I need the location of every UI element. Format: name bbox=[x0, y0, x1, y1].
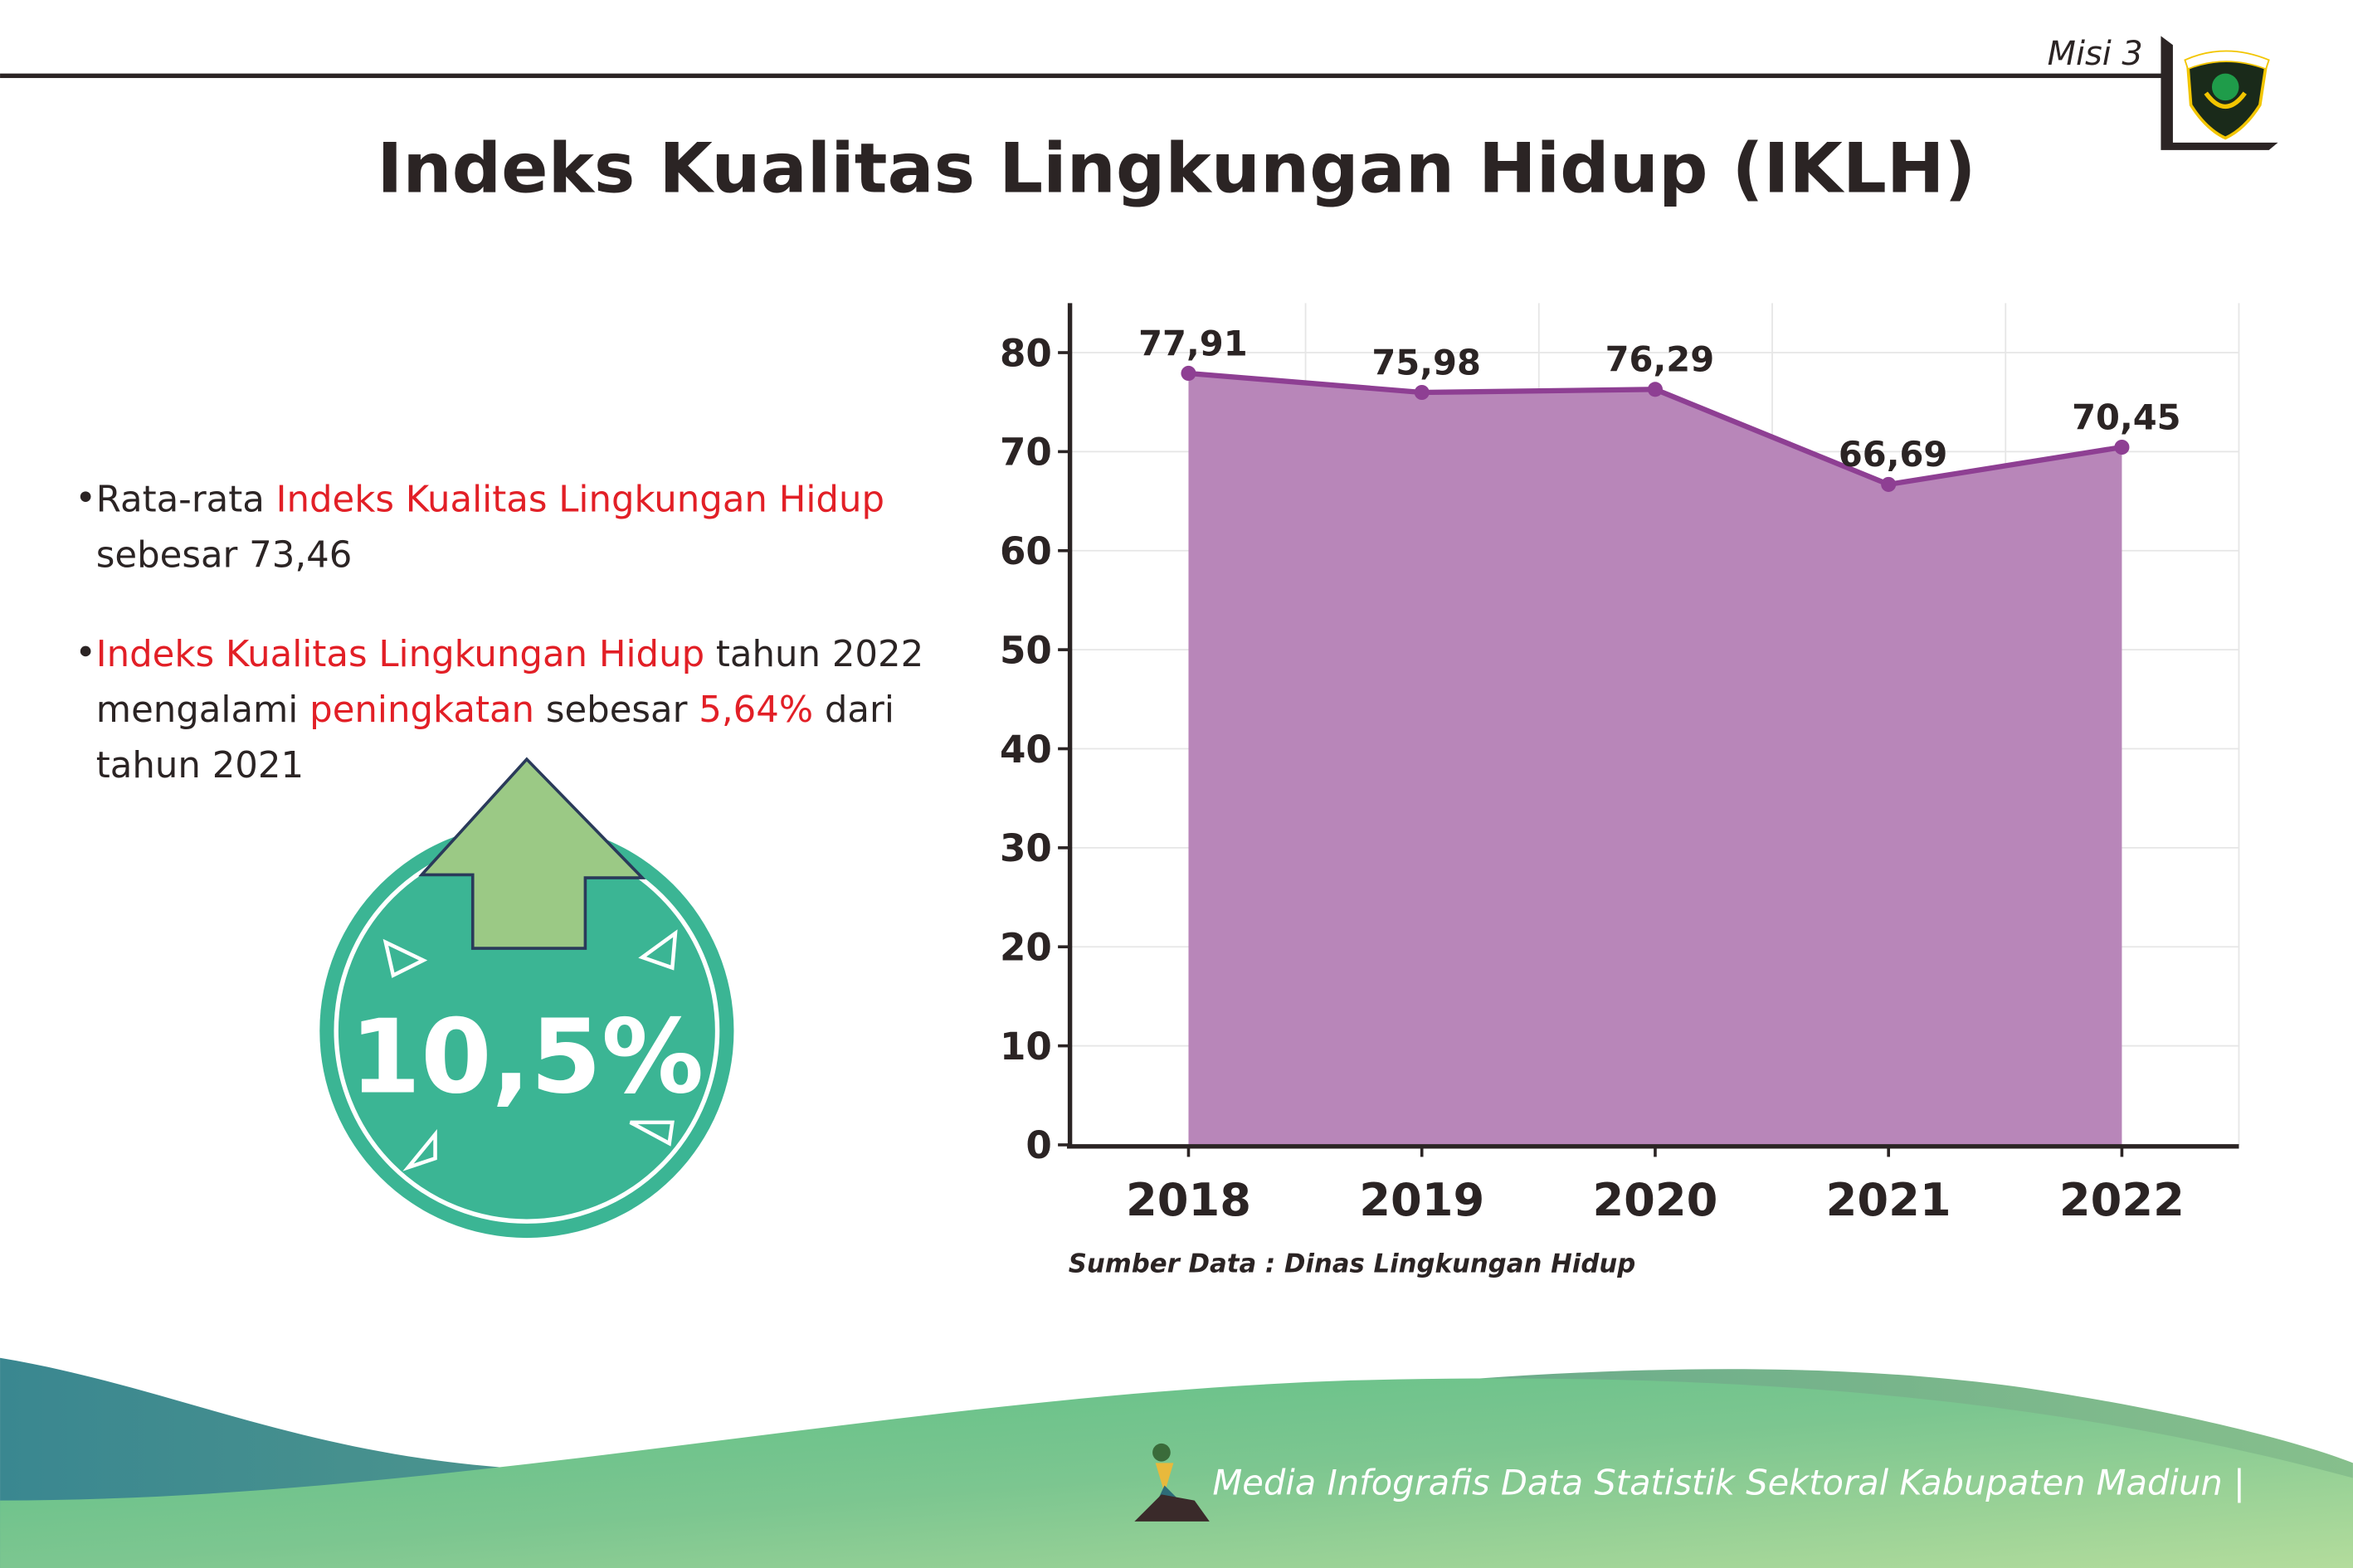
bullet-dot bbox=[80, 491, 91, 502]
badge-value: 10,5% bbox=[350, 999, 704, 1118]
page-title: Indeks Kualitas Lingkungan Hidup (IKLH) bbox=[377, 129, 1975, 209]
y-tick-label: 20 bbox=[1000, 926, 1052, 970]
y-tick-label: 0 bbox=[1025, 1123, 1051, 1167]
bullet-2-line-1: Indeks Kualitas Lingkungan Hidup tahun 2… bbox=[96, 634, 923, 675]
x-tick-label: 2021 bbox=[1826, 1174, 1951, 1226]
data-point bbox=[1181, 365, 1196, 382]
y-tick-label: 30 bbox=[1000, 826, 1052, 870]
sparkle-icon bbox=[629, 1120, 675, 1147]
y-tick-label: 10 bbox=[1000, 1025, 1052, 1069]
footer-text: Media Infografis Data Statistik Sektoral… bbox=[1212, 1462, 2245, 1502]
header-rule bbox=[0, 73, 2165, 79]
sparkle-icon bbox=[382, 938, 428, 978]
y-tick-label: 70 bbox=[1000, 431, 1052, 475]
x-tick-label: 2018 bbox=[1126, 1174, 1251, 1226]
data-point bbox=[2114, 439, 2130, 455]
bullet-1-line-2: sebesar 73,46 bbox=[96, 535, 353, 577]
sparkle-icon bbox=[402, 1128, 437, 1171]
x-tick-label: 2019 bbox=[1359, 1174, 1484, 1226]
data-point bbox=[1881, 476, 1897, 492]
mission-label: Misi 3 bbox=[2048, 35, 2143, 73]
footer: Media Infografis Data Statistik Sektoral… bbox=[0, 1357, 2353, 1568]
data-label: 77,91 bbox=[1138, 323, 1248, 363]
up-arrow-icon bbox=[418, 757, 646, 950]
data-label: 66,69 bbox=[1839, 434, 1948, 475]
y-tick-label: 60 bbox=[1000, 529, 1052, 573]
summary-text: Rata-rata Indeks Kualitas Lingkungan Hid… bbox=[80, 480, 923, 786]
data-label: 76,29 bbox=[1605, 339, 1715, 380]
x-tick-label: 2020 bbox=[1592, 1174, 1717, 1226]
x-tick-label: 2022 bbox=[2059, 1174, 2185, 1226]
area-fill bbox=[1188, 373, 2122, 1145]
source-note: Sumber Data : Dinas Lingkungan Hidup bbox=[1069, 1249, 1635, 1279]
data-point bbox=[1647, 382, 1663, 397]
corner-bracket bbox=[2161, 36, 2278, 150]
sparkle-icon bbox=[638, 929, 678, 971]
growth-badge: 10,5% bbox=[319, 757, 734, 1239]
iklh-area-chart: 0 10 20 30 40 50 60 70 80 2018 2019 2020 2021 2022 77… bbox=[1000, 303, 2240, 1279]
bullet-1-line-1: Rata-rata Indeks Kualitas Lingkungan Hid… bbox=[96, 480, 884, 521]
y-tick-label: 50 bbox=[1000, 628, 1052, 672]
bullet-dot bbox=[80, 645, 91, 657]
y-tick-label: 40 bbox=[1000, 728, 1052, 772]
bullet-2-line-3: tahun 2021 bbox=[96, 745, 304, 786]
data-label: 70,45 bbox=[2072, 397, 2181, 437]
mascot-logo-icon bbox=[1134, 1443, 1210, 1522]
bullet-2-line-2: mengalami peningkatan sebesar 5,64% dari bbox=[96, 689, 894, 731]
data-label: 75,98 bbox=[1371, 342, 1481, 382]
kabupaten-madiun-logo bbox=[2184, 50, 2270, 140]
header: Misi 3 Indeks Kualitas Lingkungan Hidup … bbox=[0, 35, 2278, 209]
y-tick-label: 80 bbox=[1000, 331, 1052, 375]
data-point bbox=[1414, 384, 1430, 401]
